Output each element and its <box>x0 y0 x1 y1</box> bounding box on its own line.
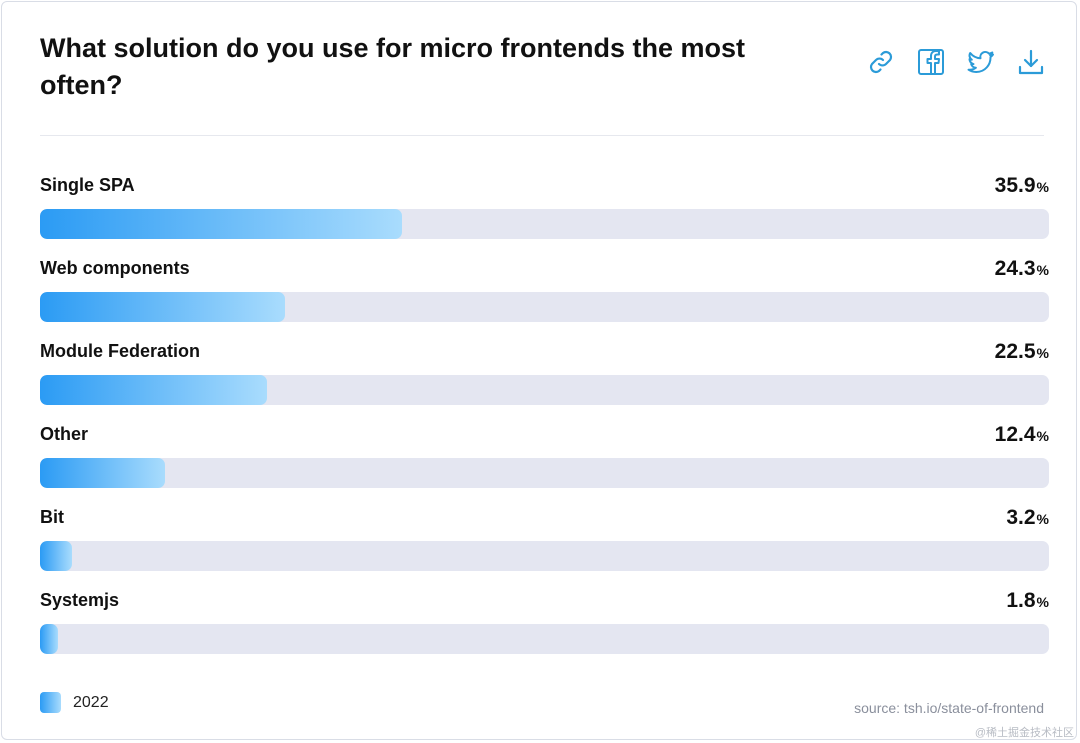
bar-label: Systemjs <box>40 590 120 610</box>
bar-track <box>40 209 1049 239</box>
facebook-icon[interactable] <box>916 46 946 78</box>
bar-track <box>40 292 1049 322</box>
bar-value: 35.9% <box>995 174 1049 198</box>
bar-value-unit: % <box>1036 428 1049 444</box>
bar-fill <box>40 458 166 488</box>
bar-track <box>40 541 1049 571</box>
source-note: source: tsh.io/state-of-frontend <box>854 700 1044 716</box>
share-toolbar <box>866 46 1046 78</box>
bar-row: Module Federation 22.5% <box>40 339 1049 422</box>
bar-label: Module Federation <box>40 341 201 361</box>
bar-track <box>40 458 1049 488</box>
bar-fill <box>40 209 403 239</box>
header-divider <box>40 135 1044 136</box>
twitter-icon[interactable] <box>966 46 996 78</box>
bar-value-number: 22.5 <box>994 340 1036 363</box>
bar-value-unit: % <box>1036 179 1049 195</box>
bar-fill <box>40 624 59 654</box>
bar-track <box>40 375 1049 405</box>
bar-row: Web components 24.3% <box>40 256 1049 339</box>
bar-value: 12.4% <box>995 423 1049 447</box>
legend: 2022 <box>40 692 109 713</box>
bar-value: 22.5% <box>995 340 1049 364</box>
legend-swatch <box>40 692 61 713</box>
bar-fill <box>40 292 286 322</box>
bar-label: Single SPA <box>40 175 135 195</box>
bar-value-unit: % <box>1036 594 1049 610</box>
bar-label: Other <box>40 424 89 444</box>
bar-row: Single SPA 35.9% <box>40 173 1049 256</box>
bar-track <box>40 624 1049 654</box>
bar-chart: Single SPA 35.9% Web components 24.3% Module… <box>40 173 1049 671</box>
download-icon[interactable] <box>1016 46 1046 78</box>
chart-title: What solution do you use for micro front… <box>40 33 746 100</box>
bar-label: Web components <box>40 258 190 278</box>
bar-value-number: 3.2 <box>1006 506 1036 529</box>
bar-value: 3.2% <box>1006 506 1049 530</box>
bar-value: 24.3% <box>995 257 1049 281</box>
bar-value-unit: % <box>1036 345 1049 361</box>
link-icon[interactable] <box>866 46 896 78</box>
bar-value-number: 24.3 <box>994 257 1036 280</box>
bar-value: 1.8% <box>1006 589 1049 613</box>
bar-row: Systemjs 1.8% <box>40 588 1049 671</box>
bar-value-number: 35.9 <box>994 174 1036 197</box>
bar-value-number: 12.4 <box>994 423 1036 446</box>
bar-label: Bit <box>40 507 64 527</box>
bar-row: Bit 3.2% <box>40 505 1049 588</box>
bar-row: Other 12.4% <box>40 422 1049 505</box>
bar-fill <box>40 375 268 405</box>
bar-value-unit: % <box>1036 511 1049 527</box>
bar-value-unit: % <box>1036 262 1049 278</box>
bar-value-number: 1.8 <box>1006 589 1036 612</box>
watermark: @稀土掘金技术社区 <box>974 727 1074 739</box>
legend-label: 2022 <box>73 693 109 711</box>
bar-fill <box>40 541 73 571</box>
